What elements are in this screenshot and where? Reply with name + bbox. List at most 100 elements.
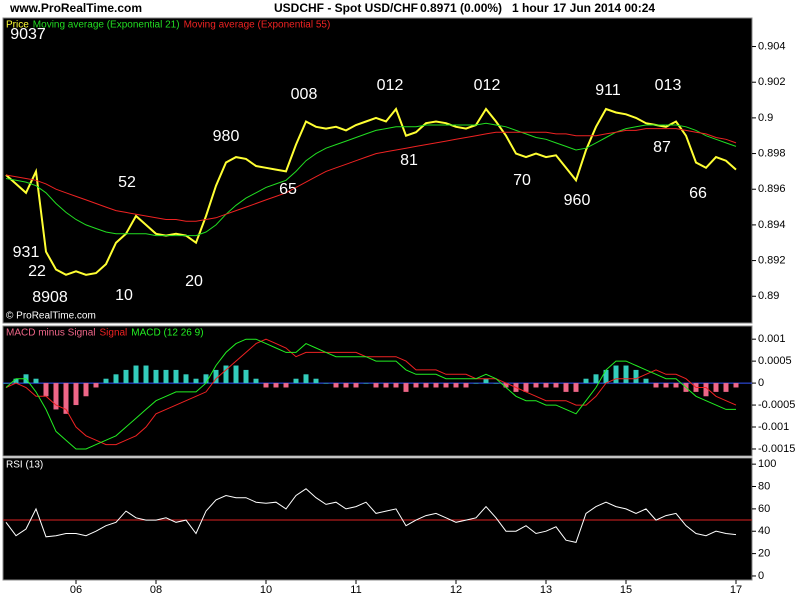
annotation: 52	[118, 174, 136, 191]
histogram-bar	[533, 383, 539, 388]
histogram-bar	[213, 369, 219, 384]
annotation: 20	[185, 273, 203, 290]
histogram-bar	[503, 383, 509, 388]
histogram-bar	[143, 365, 149, 384]
histogram-bar	[383, 383, 389, 388]
histogram-bar	[413, 383, 419, 388]
histogram-bar	[83, 383, 89, 397]
annotation: 931	[13, 244, 40, 261]
histogram-bar	[603, 369, 609, 384]
histogram-bar	[403, 383, 409, 392]
histogram-bar	[323, 383, 329, 384]
legend-entry: RSI (13)	[6, 460, 43, 471]
histogram-bar	[713, 383, 719, 392]
histogram-bar	[363, 383, 369, 384]
histogram-bar	[233, 365, 239, 384]
histogram-bar	[263, 383, 269, 388]
legend-entry: Price	[6, 20, 29, 31]
datetime: 17 Jun 2014 00:24	[553, 1, 655, 15]
histogram-bar	[253, 378, 259, 384]
x-tick-label: 06	[70, 584, 82, 596]
x-tick-label: 12	[450, 584, 462, 596]
histogram-bar	[463, 383, 469, 388]
annotation: 008	[291, 86, 318, 103]
series-line	[5, 338, 737, 446]
histogram-bar	[723, 383, 729, 392]
histogram-bar	[53, 383, 59, 410]
symbol: USDCHF - Spot USD/CHF	[274, 1, 418, 15]
histogram-bar	[623, 365, 629, 384]
histogram-bar	[203, 374, 209, 384]
x-tick-label: 08	[150, 584, 162, 596]
histogram-bar	[483, 378, 489, 384]
histogram-bar	[283, 383, 289, 388]
histogram-bar	[293, 378, 299, 384]
histogram-bar	[523, 383, 529, 392]
histogram-bar	[113, 374, 119, 384]
histogram-bar	[133, 365, 139, 384]
histogram-bar	[553, 383, 559, 388]
histogram-bar	[103, 378, 109, 384]
histogram-bar	[313, 378, 319, 384]
y-tick-label: 20	[758, 548, 770, 560]
histogram-bar	[3, 383, 9, 384]
histogram-bar	[673, 383, 679, 388]
annotation: 22	[28, 263, 46, 280]
histogram-bar	[573, 383, 579, 392]
y-tick-label: 0.9	[758, 112, 773, 124]
y-tick-label: 0.904	[758, 40, 786, 52]
panel	[2, 325, 753, 457]
histogram-bar	[33, 378, 39, 384]
histogram-bar	[433, 383, 439, 388]
annotation: 87	[653, 139, 671, 156]
histogram-bar	[303, 374, 309, 384]
histogram-bar	[93, 383, 99, 388]
histogram-bar	[163, 369, 169, 384]
histogram-bar	[193, 378, 199, 384]
annotation: 012	[377, 77, 404, 94]
y-tick-label: 0.001	[758, 333, 786, 345]
x-tick-label: 15	[620, 584, 632, 596]
histogram-bar	[663, 383, 669, 388]
y-tick-label: 80	[758, 480, 770, 492]
histogram-bar	[183, 374, 189, 384]
annotation: 8908	[32, 289, 68, 306]
histogram-bar	[473, 383, 479, 384]
annotation: 911	[595, 82, 621, 99]
series-line	[5, 488, 737, 543]
y-tick-label: 0.898	[758, 147, 786, 159]
y-tick-label: 40	[758, 525, 770, 537]
legend-entry: MACD (12 26 9)	[131, 328, 203, 339]
annotation: 70	[513, 172, 531, 189]
histogram-bar	[443, 383, 449, 388]
panel	[2, 457, 753, 581]
histogram-bar	[333, 383, 339, 388]
y-tick-label: -0.001	[758, 421, 789, 433]
histogram-bar	[643, 378, 649, 384]
legend-entry: Moving average (Exponential 55)	[184, 20, 331, 31]
annotation: 81	[400, 152, 418, 169]
histogram-bar	[653, 383, 659, 388]
histogram-bar	[273, 383, 279, 388]
legend-entry: MACD minus Signal	[6, 328, 95, 339]
histogram-bar	[173, 369, 179, 384]
quote: 0.8971 (0.00%)	[420, 1, 502, 15]
y-tick-label: 0	[758, 570, 764, 582]
series-line	[5, 338, 736, 450]
y-tick-label: 0.902	[758, 76, 786, 88]
y-tick-label: 0	[758, 377, 764, 389]
y-tick-label: 0.892	[758, 254, 786, 266]
annotation: 980	[213, 128, 240, 145]
histogram-bar	[563, 383, 569, 392]
histogram-bar	[343, 383, 349, 388]
panel	[2, 17, 753, 324]
x-tick-label: 13	[540, 584, 552, 596]
x-tick-label: 17	[730, 584, 742, 596]
legend-entry: Moving average (Exponential 21)	[33, 20, 180, 31]
histogram-bar	[423, 383, 429, 388]
histogram-bar	[613, 365, 619, 384]
y-tick-label: -0.0005	[758, 399, 795, 411]
y-tick-label: 60	[758, 503, 770, 515]
histogram-bar	[593, 374, 599, 384]
